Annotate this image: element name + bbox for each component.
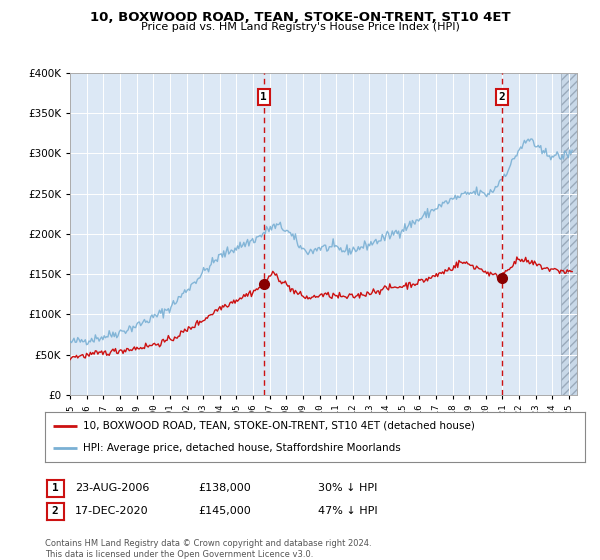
Bar <box>560 73 586 395</box>
Text: HPI: Average price, detached house, Staffordshire Moorlands: HPI: Average price, detached house, Staf… <box>83 443 401 453</box>
Text: £138,000: £138,000 <box>198 483 251 493</box>
Text: 2: 2 <box>499 92 505 102</box>
Text: 2: 2 <box>52 506 59 516</box>
Text: Price paid vs. HM Land Registry's House Price Index (HPI): Price paid vs. HM Land Registry's House … <box>140 22 460 32</box>
Text: 47% ↓ HPI: 47% ↓ HPI <box>318 506 377 516</box>
Text: 1: 1 <box>52 483 59 493</box>
Text: 17-DEC-2020: 17-DEC-2020 <box>75 506 149 516</box>
Text: 1: 1 <box>260 92 267 102</box>
Text: 30% ↓ HPI: 30% ↓ HPI <box>318 483 377 493</box>
Text: 10, BOXWOOD ROAD, TEAN, STOKE-ON-TRENT, ST10 4ET: 10, BOXWOOD ROAD, TEAN, STOKE-ON-TRENT, … <box>89 11 511 24</box>
Text: £145,000: £145,000 <box>198 506 251 516</box>
Text: 23-AUG-2006: 23-AUG-2006 <box>75 483 149 493</box>
Text: Contains HM Land Registry data © Crown copyright and database right 2024.
This d: Contains HM Land Registry data © Crown c… <box>45 539 371 559</box>
Text: 10, BOXWOOD ROAD, TEAN, STOKE-ON-TRENT, ST10 4ET (detached house): 10, BOXWOOD ROAD, TEAN, STOKE-ON-TRENT, … <box>83 421 475 431</box>
